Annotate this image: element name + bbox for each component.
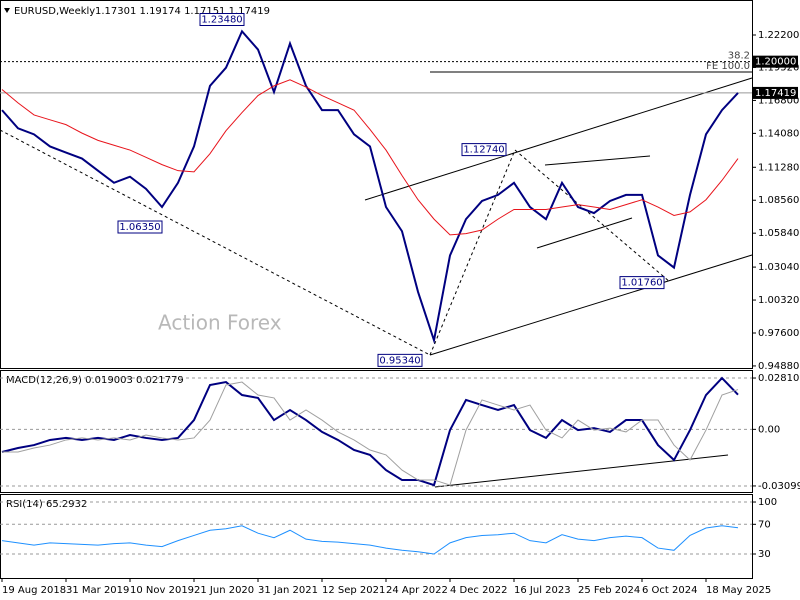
level-box (752, 86, 798, 99)
level-label: 1.20000 (755, 57, 796, 68)
y-tick-label: 1.05840 (758, 228, 799, 239)
watermark: Action Forex (158, 311, 282, 335)
y-tick-label: 0.00 (758, 424, 780, 435)
annotation-label: 1.06350 (119, 222, 160, 233)
x-tick-label: 31 Jan 2021 (258, 585, 318, 596)
x-tick-label: 4 Dec 2022 (450, 585, 508, 596)
y-tick-label: 0.97600 (758, 328, 799, 339)
y-tick-label: 1.00320 (758, 295, 799, 306)
annotation-box (461, 143, 507, 157)
trend-line (536, 217, 633, 249)
y-tick-label: 1.03040 (758, 262, 799, 273)
macd-title: MACD(12,26,9) 0.019003 0.021779 (6, 375, 184, 386)
trend-line (364, 77, 753, 201)
y-tick-label: 1.08560 (758, 195, 799, 206)
annotation-box (117, 220, 163, 234)
y-tick-label: 70 (758, 519, 771, 530)
y-tick-label: 0.028106 (758, 373, 800, 384)
price-panel (0, 0, 753, 369)
x-tick-label: 10 Nov 2019 (130, 585, 194, 596)
level-box (752, 55, 798, 68)
trend-line (514, 149, 671, 283)
trend-line (544, 155, 651, 166)
rsi-panel (0, 494, 753, 579)
macd-panel (0, 370, 753, 493)
x-tick-label: 21 Jun 2020 (194, 585, 254, 596)
x-tick-label: 25 Feb 2024 (578, 585, 640, 596)
series-line (2, 381, 739, 486)
annotation-box (377, 353, 423, 367)
macd-trend-line (434, 454, 729, 488)
annotation-label: 1.01760 (621, 278, 662, 289)
annotation-label: 1.12740 (463, 145, 504, 156)
annotation-box (199, 13, 245, 27)
y-tick-label: 1.16800 (758, 95, 799, 106)
fib-label: FE 100.0 (706, 61, 750, 72)
x-tick-label: 16 Jul 2023 (514, 585, 571, 596)
symbol: EURUSD,Weekly (14, 6, 95, 17)
series-line (1, 79, 739, 236)
x-tick-label: 6 Oct 2024 (642, 585, 697, 596)
level-label: 1.17419 (755, 88, 796, 99)
trend-line (429, 254, 753, 356)
annotation-label: 1.23480 (201, 15, 242, 26)
trend-line (0, 129, 431, 356)
y-tick-label: 1.11280 (758, 162, 799, 173)
x-tick-label: 12 Sep 2021 (322, 585, 385, 596)
y-tick-label: 0.94880 (758, 361, 799, 372)
rsi-title: RSI(14) 65.2932 (6, 499, 87, 510)
series-line (1, 525, 739, 555)
series-line (1, 29, 739, 345)
fib-label: 38.2 (728, 51, 750, 62)
annotation-box (619, 276, 665, 290)
ohlc: 1.17301 1.19174 1.17151 1.17419 (95, 6, 270, 17)
trend-lines (0, 71, 753, 488)
trend-line (429, 149, 516, 356)
x-tick-label: 18 May 2025 (706, 585, 771, 596)
y-tick-label: -0.03099 (758, 481, 800, 492)
annotation-label: 0.95340 (379, 355, 420, 366)
y-tick-label: 30 (758, 549, 771, 560)
y-tick-label: 100 (758, 497, 777, 508)
x-tick-label: 19 Aug 2018 (2, 585, 66, 596)
menu-icon (4, 8, 10, 13)
y-tick-label: 1.19520 (758, 62, 799, 73)
x-tick-label: 24 Apr 2022 (386, 585, 448, 596)
series-line (1, 376, 739, 487)
x-tick-label: 31 Mar 2019 (66, 585, 129, 596)
y-tick-label: 1.14080 (758, 128, 799, 139)
y-tick-label: 1.22200 (758, 30, 799, 41)
